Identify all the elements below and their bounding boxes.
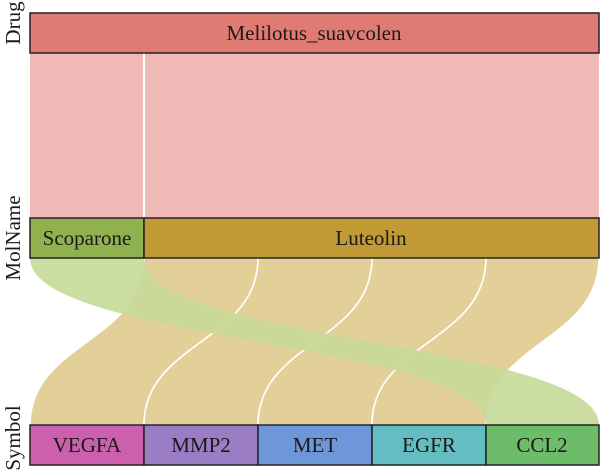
axis-label-molname: MolName [1,195,25,280]
node-box [143,217,600,259]
node-label-egfr: EGFR [402,433,456,457]
node-molname-luteolin[interactable]: Luteolin [143,217,600,259]
node-symbol-met[interactable]: MET [257,424,373,466]
node-box [371,424,487,466]
node-label-met: MET [293,433,338,457]
node-box [29,12,600,54]
node-label-melilotus: Melilotus_suavcolen [227,21,402,45]
node-box [257,424,373,466]
node-label-vegfa: VEGFA [53,433,122,457]
link-scoparone-ccl2 [30,258,599,425]
node-molname-scoparone[interactable]: Scoparone [29,217,145,259]
node-symbol-mmp2[interactable]: MMP2 [143,424,259,466]
axis-label-symbol: Symbol [1,405,25,471]
link-melilotus-scoparone [30,53,144,218]
links-drug-molname [30,53,599,218]
node-symbol-vegfa[interactable]: VEGFA [29,424,145,466]
node-box [143,424,259,466]
node-symbol-egfr[interactable]: EGFR [371,424,487,466]
node-drug-melilotus[interactable]: Melilotus_suavcolen [29,12,600,54]
links-molname-symbol [29,257,600,426]
node-label-luteolin: Luteolin [335,226,407,250]
node-label-ccl2: CCL2 [516,433,567,457]
node-box [29,424,145,466]
node-label-scoparone: Scoparone [43,226,132,250]
axis-label-drug: Drug [1,1,25,45]
link-melilotus-luteolin [144,53,599,218]
node-symbol-ccl2[interactable]: CCL2 [485,424,600,466]
node-box [485,424,600,466]
node-label-mmp2: MMP2 [171,433,231,457]
node-box [29,217,145,259]
